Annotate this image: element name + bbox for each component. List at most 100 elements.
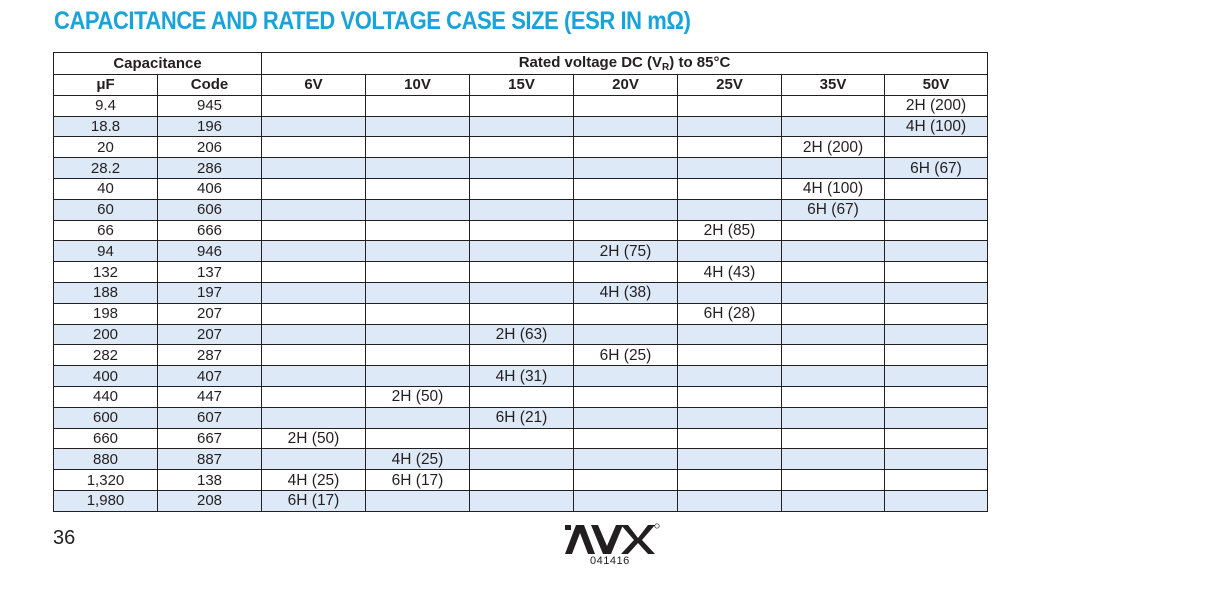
case-size-cell: 6H (28) [677,302,782,325]
avx-logo [565,523,660,554]
case-size-cell [365,177,470,200]
table-row: 66 666 2H (85) [53,219,988,242]
case-size-cell [781,219,885,242]
col-header-uf: μF [53,74,158,96]
case-size-cell: 2H (75) [573,240,678,263]
col-header-20v: 20V [573,74,678,96]
case-size-cell [261,157,366,179]
case-size-cell [469,177,574,200]
case-size-cell [261,115,366,138]
case-size-cell [261,240,366,263]
capacitance-uf-cell: 188 [53,281,158,304]
case-size-cell [573,157,678,179]
capacitance-code-cell: 607 [157,406,262,429]
table-row: 28.2 286 6H (67) [53,157,988,179]
capacitance-code-cell: 447 [157,385,262,408]
case-size-cell [573,177,678,200]
case-size-cell: 4H (100) [884,115,988,138]
case-size-cell [884,177,988,200]
case-size-cell: 2H (63) [469,323,574,346]
capacitance-code-cell: 206 [157,136,262,159]
capacitance-code-cell: 407 [157,365,262,387]
capacitance-code-cell: 286 [157,157,262,179]
case-size-cell [261,261,366,283]
case-size-cell [261,177,366,200]
case-size-cell [365,302,470,325]
case-size-cell [677,177,782,200]
case-size-cell [469,261,574,283]
case-size-cell: 4H (25) [261,469,366,491]
case-size-cell [677,406,782,429]
case-size-cell: 6H (67) [781,198,885,221]
col-header-35v: 35V [781,74,885,96]
capacitance-code-cell: 666 [157,219,262,242]
capacitance-uf-cell: 132 [53,261,158,283]
case-size-cell [469,344,574,367]
case-size-cell [469,115,574,138]
table-row: 60 606 6H (67) [53,198,988,221]
case-size-cell [573,198,678,221]
case-size-cell: 2H (50) [261,427,366,450]
case-size-cell [365,427,470,450]
case-size-cell: 6H (25) [573,344,678,367]
case-size-cell [261,94,366,117]
case-size-cell [365,94,470,117]
capacitance-uf-cell: 198 [53,302,158,325]
case-size-cell: 4H (25) [365,448,470,471]
capacitance-code-cell: 197 [157,281,262,304]
table-row: 132 137 4H (43) [53,261,988,283]
case-size-cell [573,115,678,138]
col-header-25v: 25V [677,74,782,96]
case-size-cell [365,365,470,387]
capacitance-uf-cell: 1,980 [53,489,158,512]
case-size-cell [677,469,782,491]
case-size-cell [365,281,470,304]
case-size-cell [884,219,988,242]
case-size-cell [261,448,366,471]
table-row: 1,980 208 6H (17) [53,489,988,512]
capacitance-uf-cell: 66 [53,219,158,242]
capacitance-group-header: Capacitance [53,52,262,75]
case-size-cell [469,427,574,450]
case-size-cell: 4H (43) [677,261,782,283]
capacitance-uf-cell: 660 [53,427,158,450]
case-size-cell [677,323,782,346]
capacitance-code-cell: 137 [157,261,262,283]
case-size-cell [884,302,988,325]
case-size-cell [884,385,988,408]
case-size-cell [781,469,885,491]
case-size-cell [573,323,678,346]
table-row: 1,320 138 4H (25) 6H (17) [53,469,988,491]
case-size-cell [781,406,885,429]
case-size-cell [677,489,782,512]
case-size-cell [573,489,678,512]
case-size-cell [781,365,885,387]
case-size-cell [365,157,470,179]
capacitance-code-cell: 207 [157,323,262,346]
capacitance-code-cell: 207 [157,302,262,325]
capacitance-code-cell: 287 [157,344,262,367]
col-header-6v: 6V [261,74,366,96]
case-size-cell [261,344,366,367]
capacitance-uf-cell: 9.4 [53,94,158,117]
capacitance-code-cell: 138 [157,469,262,491]
case-size-cell [573,94,678,117]
case-size-cell: 4H (38) [573,281,678,304]
capacitance-code-cell: 606 [157,198,262,221]
case-size-cell [781,115,885,138]
case-size-cell [573,469,678,491]
case-size-cell [781,427,885,450]
case-size-cell [365,115,470,138]
case-size-cell: 2H (200) [884,94,988,117]
case-size-cell [884,365,988,387]
case-size-cell [261,385,366,408]
case-size-cell [677,240,782,263]
case-size-cell [781,240,885,263]
case-size-cell [365,198,470,221]
case-size-cell [884,136,988,159]
capacitance-uf-cell: 18.8 [53,115,158,138]
case-size-cell [469,385,574,408]
case-size-cell: 2H (50) [365,385,470,408]
capacitance-uf-cell: 600 [53,406,158,429]
voltage-group-suffix: ) to 85°C [669,54,731,71]
